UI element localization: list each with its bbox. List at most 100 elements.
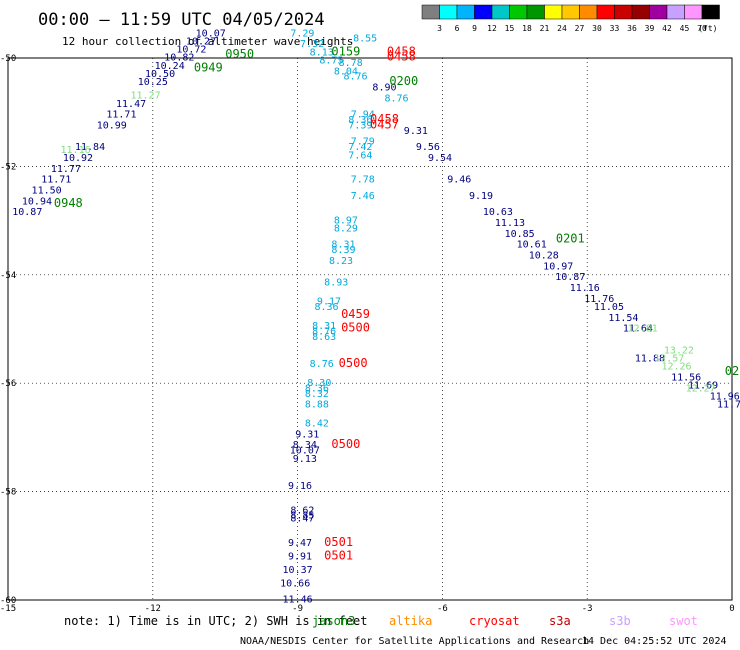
wave-height-value: 8.23 [329,256,353,267]
wave-height-value: 8.36 [305,383,329,394]
pass-time-label: 0501 [324,535,353,549]
note-text: note: 1) Time is in UTC; 2) SWH is in fe… [64,614,367,628]
wave-height-value: 12.27 [686,383,716,394]
pass-time-label: 0950 [225,47,254,61]
y-tick-label: -58 [0,488,16,498]
x-tick-label: -12 [145,604,161,614]
satellite-legend-jason3: jason3 [312,614,355,628]
wave-height-value: 11.77 [51,164,81,175]
satellite-legend-cryosat: cryosat [469,614,520,628]
wave-height-value: 8.97 [334,215,358,226]
wave-height-value: 11.47 [116,99,146,110]
wave-height-value: 10.25 [138,77,168,88]
pass-time-label: 0200 [389,74,418,88]
wave-height-value: 9.91 [288,551,312,562]
wave-height-value: 10.37 [283,565,313,576]
pass-time-label: 0501 [324,548,353,562]
wave-height-value: 8.32 [305,389,329,400]
colorbar-swatch [439,4,458,20]
wave-height-value: 13.22 [664,345,694,356]
chart-subtitle: 12 hour collection of altimeter wave hei… [62,35,353,48]
wave-height-value: 10.99 [97,120,127,131]
y-tick-label: -60 [0,596,16,606]
wave-height-value: 11.56 [671,372,701,383]
colorbar-swatch [649,4,668,20]
wave-height-value: 11.96 [710,391,740,402]
x-tick-label: 0 [729,604,734,614]
wave-height-value: 11.69 [688,381,718,392]
colorbar-swatch [421,4,440,20]
colorbar-label: 30 [592,24,602,33]
wave-height-value: 7.79 [351,137,375,148]
credit-text: NOAA/NESDIS Center for Satellite Applica… [240,636,589,647]
colorbar-swatch [544,4,563,20]
wave-height-value: 9.13 [293,454,317,465]
wave-height-value: 8.88 [305,400,329,411]
satellite-legend-s3b: s3b [609,614,631,628]
colorbar-label: 18 [522,24,532,33]
colorbar-swatch [666,4,685,20]
wave-height-value: 11.71 [41,175,71,186]
wave-height-value: 11.16 [570,283,600,294]
wave-height-value: 7.94 [351,110,375,121]
wave-height-value: 7.46 [351,191,375,202]
wave-height-value: 9.54 [428,153,452,164]
pass-time-label: 0948 [54,196,83,210]
wave-height-value: 11.05 [594,302,624,313]
colorbar-label: 3 [437,24,442,33]
colorbar-swatch [579,4,598,20]
colorbar-swatch [509,4,528,20]
wave-height-colorbar: 3 6 9 12 15 18 21 24 27 30 33 36 39 42 45 70(ft) [421,4,720,33]
pass-time-label: 0457 [370,117,399,131]
wave-height-value: 9.46 [447,175,471,186]
colorbar-swatch [701,4,720,20]
wave-height-value: 10.24 [155,61,185,72]
wave-height-value: 10.27 [186,36,216,47]
colorbar-swatch [526,4,545,20]
wave-height-value: 8.36 [315,302,339,313]
colorbar-label: 15 [505,24,515,33]
wave-height-value: 7.64 [348,150,372,161]
wave-height-value: 8.29 [334,223,358,234]
wave-height-value: 12.81 [628,324,658,335]
y-tick-label: -50 [0,54,16,64]
pass-time-label: 0458 [387,50,416,64]
pass-time-label: 0159 [331,44,360,58]
pass-time-label: 0458 [370,112,399,126]
pass-time-label: 0202 [725,364,740,378]
chart-title: 00:00 — 11:59 UTC 04/05/2024 [38,10,325,30]
y-tick-label: -54 [0,271,16,281]
wave-height-value: 8.85 [290,511,314,522]
colorbar-label: 39 [645,24,655,33]
colorbar-label: 12 [487,24,497,33]
timestamp-text: 14 Dec 04:25:52 UTC 2024 [582,636,727,647]
x-tick-label: -9 [292,604,303,614]
wave-height-value: 11.27 [131,91,161,102]
wave-height-value: 11.13 [495,218,525,229]
colorbar-label: 42 [662,24,672,33]
wave-height-value: 8.78 [339,58,363,69]
colorbar-swatch [456,4,475,20]
wave-height-value: 11.16 [61,145,91,156]
wave-height-value: 10.07 [196,28,226,39]
wave-height-value: 10.50 [145,69,175,80]
colorbar-swatch [684,4,703,20]
wave-height-value: 10.94 [22,196,52,207]
wave-height-value: 8.39 [331,245,355,256]
plot-grid [8,58,732,600]
wave-height-value: 9.19 [469,191,493,202]
wave-height-value: 8.76 [343,72,367,83]
wave-height-value: 10.63 [483,207,513,218]
wave-height-value: 9.31 [404,126,428,137]
wave-height-value: 10.85 [505,229,535,240]
wave-height-value: 8.30 [307,378,331,389]
x-tick-label: -15 [0,604,16,614]
colorbar-label: 33 [610,24,620,33]
wave-height-value: 11.71 [106,110,136,121]
wave-height-value: 10.28 [529,251,559,262]
colorbar-label: 27 [575,24,585,33]
wave-height-value: 12.57 [654,354,684,365]
colorbar-label: 24 [557,24,567,33]
satellite-legend: jason3 altika cryosat s3a s3b swot [312,614,698,628]
